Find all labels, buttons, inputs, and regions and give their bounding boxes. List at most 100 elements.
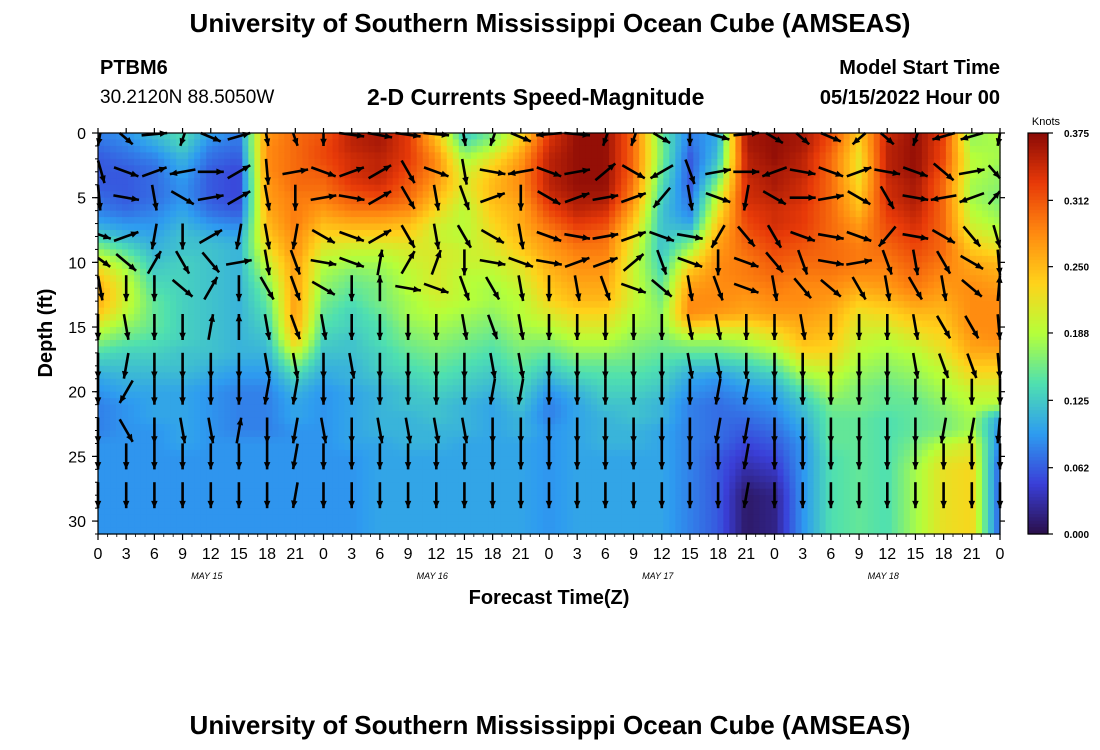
heatmap-cell: [518, 262, 526, 270]
heatmap-cell: [158, 210, 165, 218]
heatmap-cell: [440, 223, 448, 231]
heatmap-cell: [296, 307, 304, 315]
heatmap-cell: [711, 255, 718, 263]
heatmap-cell: [615, 275, 622, 283]
heatmap-cell: [164, 171, 171, 179]
heatmap-cell: [585, 307, 592, 315]
heatmap-cell: [452, 204, 460, 212]
heatmap-cell: [639, 204, 646, 212]
heatmap-cell: [795, 145, 803, 154]
heatmap-cell: [182, 242, 189, 251]
heatmap-cell: [957, 184, 965, 192]
heatmap-cell: [795, 275, 803, 283]
heatmap-cell: [464, 314, 472, 322]
heatmap-cell: [122, 301, 129, 309]
heatmap-cell: [759, 327, 767, 335]
heatmap-cell: [867, 249, 875, 257]
heatmap-cell: [104, 171, 111, 179]
heatmap-cell: [567, 307, 574, 315]
heatmap-cell: [963, 333, 971, 341]
heatmap-cell: [945, 184, 953, 192]
heatmap-cell: [717, 184, 724, 192]
heatmap-cell: [458, 268, 466, 276]
heatmap-cell: [464, 197, 472, 205]
heatmap-cell: [963, 191, 971, 199]
heatmap-cell: [212, 281, 219, 289]
heatmap-cell: [440, 294, 448, 302]
heatmap-cell: [500, 223, 508, 231]
heatmap-cell: [843, 133, 851, 141]
heatmap-cell: [386, 197, 394, 205]
heatmap-cell: [452, 145, 460, 154]
heatmap-cell: [987, 158, 995, 166]
heatmap-cell: [164, 217, 171, 225]
heatmap-cell: [146, 314, 153, 322]
heatmap-cell: [855, 249, 863, 257]
heatmap-cell: [158, 346, 165, 354]
heatmap-cell: [813, 333, 821, 341]
heatmap-cell: [651, 339, 658, 348]
heatmap-cell: [627, 197, 634, 205]
heatmap-cell: [729, 184, 737, 192]
heatmap-cell: [849, 249, 857, 257]
heatmap-cell: [699, 268, 706, 276]
heatmap-cell: [747, 217, 755, 225]
heatmap-cell: [753, 145, 761, 154]
heatmap-cell: [933, 210, 941, 218]
heatmap-cell: [542, 145, 550, 154]
heatmap-cell: [807, 165, 815, 173]
heatmap-cell: [164, 133, 171, 141]
heatmap-cell: [705, 268, 712, 276]
heatmap-cell: [939, 236, 947, 244]
heatmap-cell: [555, 165, 562, 173]
heatmap-cell: [813, 294, 821, 302]
heatmap-cell: [987, 327, 995, 335]
heatmap-cell: [651, 191, 658, 199]
heatmap-cell: [723, 275, 730, 283]
heatmap-cell: [723, 249, 730, 257]
heatmap-cell: [542, 184, 550, 192]
heatmap-cell: [524, 158, 532, 166]
heatmap-cell: [476, 184, 484, 192]
heatmap-cell: [609, 242, 616, 251]
heatmap-cell: [542, 210, 550, 218]
heatmap-cell: [380, 204, 388, 212]
heatmap-cell: [506, 158, 514, 166]
heatmap-cell: [158, 275, 165, 283]
heatmap-cell: [843, 288, 851, 296]
heatmap-cell: [194, 165, 201, 173]
heatmap-cell: [765, 204, 773, 212]
heatmap-cell: [561, 197, 568, 205]
heatmap-cell: [987, 217, 995, 225]
heatmap-cell: [765, 230, 773, 238]
heatmap-cell: [681, 210, 688, 218]
heatmap-cell: [374, 139, 382, 147]
heatmap-cell: [218, 242, 225, 251]
heatmap-cell: [260, 165, 267, 173]
heatmap-cell: [470, 255, 478, 263]
heatmap-cell: [591, 139, 598, 147]
heatmap-cell: [446, 281, 454, 289]
heatmap-cell: [458, 339, 466, 348]
heatmap-cell: [837, 314, 845, 322]
heatmap-cell: [110, 210, 117, 218]
heatmap-cell: [404, 217, 412, 225]
heatmap-cell: [597, 197, 604, 205]
heatmap-cell: [897, 255, 905, 263]
heatmap-cell: [975, 249, 983, 257]
heatmap-cell: [110, 346, 117, 354]
heatmap-cell: [843, 333, 851, 341]
heatmap-cell: [410, 262, 418, 270]
heatmap-cell: [861, 249, 869, 257]
heatmap-cell: [849, 327, 857, 335]
heatmap-cell: [188, 242, 195, 251]
heatmap-cell: [717, 145, 724, 154]
heatmap-cell: [392, 255, 400, 263]
heatmap-cell: [350, 152, 358, 160]
heatmap-cell: [482, 165, 490, 173]
heatmap-cell: [428, 133, 436, 141]
heatmap-cell: [452, 197, 460, 205]
heatmap-cell: [194, 210, 201, 218]
heatmap-cell: [320, 339, 328, 348]
heatmap-cell: [188, 158, 195, 166]
